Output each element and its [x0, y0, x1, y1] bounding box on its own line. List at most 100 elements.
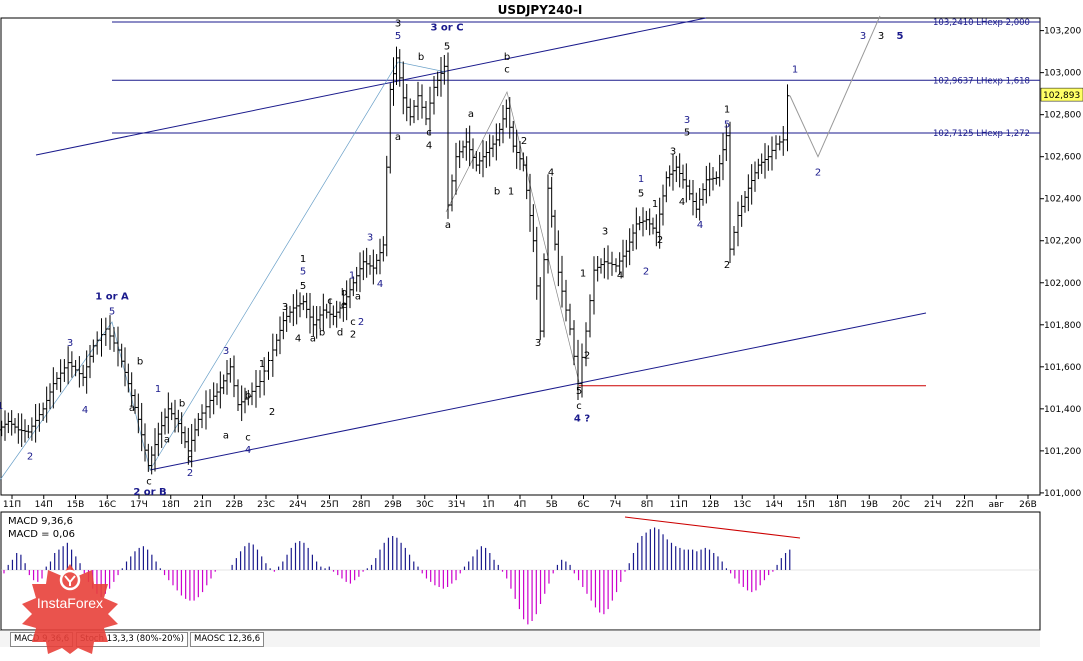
x-tick-label: 30С: [416, 500, 434, 510]
x-tick-label: 6С: [577, 500, 589, 510]
wave-label: 1: [652, 199, 658, 210]
macd-label: MACD 9,36,6: [8, 516, 73, 527]
y-tick-label: 102,000: [1044, 279, 1081, 289]
x-tick-label: 14Ч: [765, 500, 783, 510]
wave-label: 2: [358, 317, 364, 328]
wave-label: b: [137, 357, 143, 368]
wave-label: 5: [444, 42, 450, 53]
y-tick-label: 101,200: [1044, 447, 1081, 457]
wave-label: 2: [584, 350, 590, 361]
wave-label: 4: [697, 220, 703, 231]
wave-label: 5: [395, 31, 401, 42]
wave-label: c: [350, 317, 356, 328]
plot-frame: [0, 17, 1041, 496]
wave-label: 5: [684, 128, 690, 139]
wave-label: 1: [0, 401, 3, 412]
y-tick-label: 102,200: [1044, 237, 1081, 247]
current-price-box: [1040, 87, 1083, 102]
x-tick-label: 31Ч: [448, 500, 466, 510]
wave-label: 1: [792, 65, 798, 76]
wave-label: 3: [602, 226, 608, 237]
wave-label: 2: [350, 329, 356, 340]
wave-label: 4: [82, 405, 88, 416]
wave-label: c: [187, 453, 193, 464]
wave-label: 2: [521, 136, 527, 147]
wave-label: 4 ?: [574, 413, 590, 424]
y-tick-label: 102,600: [1044, 153, 1081, 163]
x-tick-label: 22П: [955, 500, 973, 510]
wave-label: c: [327, 296, 333, 307]
x-tick-label: 15П: [797, 500, 815, 510]
wave-label: 3: [67, 338, 73, 349]
wave-label: 5: [576, 386, 582, 397]
wave-label: 5: [638, 189, 644, 200]
wave-label: 1: [724, 105, 730, 116]
wave-label: b: [179, 399, 185, 410]
wave-label: a: [129, 403, 135, 414]
wave-label: a: [395, 132, 401, 143]
wave-label: 1: [259, 359, 265, 370]
wave-label: 3 or C: [430, 23, 463, 34]
wave-label: 5: [724, 119, 730, 130]
wave-label: 1: [300, 254, 306, 265]
y-tick-label: 103,200: [1044, 27, 1081, 37]
y-tick-label: 102,800: [1044, 111, 1081, 121]
x-tick-label: 20С: [892, 500, 910, 510]
x-tick-label: 4П: [514, 500, 527, 510]
wave-label: a: [355, 292, 361, 303]
x-tick-label: 7Ч: [609, 500, 621, 510]
wave-label: a: [223, 430, 229, 441]
forecast-path: [789, 15, 881, 158]
wave-label: 5: [109, 306, 115, 317]
wave-label: b: [418, 52, 424, 63]
x-tick-label: 12В: [702, 500, 720, 510]
wave-label: b: [319, 327, 325, 338]
wave-label: 3: [535, 338, 541, 349]
wave-label: 3: [670, 147, 676, 158]
indicator-tab-bar: MACD 9,36,6 Stoch 13,3,3 (80%-20%) MAOSC…: [0, 630, 1040, 647]
wave-label: 1: [580, 268, 586, 279]
upper-channel-line: [35, 17, 707, 156]
y-tick-label: 101,000: [1044, 489, 1081, 499]
logo-text: InstaForex: [37, 595, 103, 611]
y-tick-label: 101,600: [1044, 363, 1081, 373]
wave-label: 4: [245, 445, 251, 456]
wave-label: 1: [155, 384, 161, 395]
wave-label: 2: [657, 235, 663, 246]
wave-label: e: [341, 300, 347, 311]
wave-label: 4: [617, 271, 623, 282]
x-tick-label: 17Ч: [130, 500, 148, 510]
wave-label: b: [494, 187, 500, 198]
x-tick-label: 14П: [35, 500, 53, 510]
wave-label: c: [576, 401, 582, 412]
y-tick-label: 103,000: [1044, 69, 1081, 79]
wave-label: 3: [223, 346, 229, 357]
x-tick-label: 18П: [828, 500, 846, 510]
wave-label: d: [337, 327, 343, 338]
y-tick-label: 101,400: [1044, 405, 1081, 415]
wave-label: 2: [724, 260, 730, 271]
wave-label: c: [504, 65, 510, 76]
wave-label: c: [146, 476, 152, 487]
wave-label: 5: [300, 266, 306, 277]
wave-label: 3: [878, 31, 884, 42]
wave-label: 5: [897, 31, 904, 42]
wave-label: 2: [27, 451, 33, 462]
wave-label: 4: [548, 168, 554, 179]
wave-label: 4: [426, 140, 432, 151]
wave-label: 2: [187, 468, 193, 479]
wave-label: b: [341, 287, 347, 298]
x-tick-label: 11П: [3, 500, 21, 510]
x-tick-label: 25П: [320, 500, 338, 510]
x-tick-label: 19В: [860, 500, 878, 510]
fib-level-label: 102,7125 LHexp 1,272: [933, 129, 1030, 139]
x-tick-label: 28П: [352, 500, 370, 510]
wave-label: a: [468, 109, 474, 120]
wave-label: 3: [282, 302, 288, 313]
x-tick-label: 29В: [384, 500, 402, 510]
tab-maosc[interactable]: MAOSC 12,36,6: [190, 632, 265, 647]
x-tick-label: авг: [988, 500, 1004, 510]
x-tick-label: 21Ч: [924, 500, 942, 510]
fib-level-label: 102,9637 LHexp 1,618: [933, 76, 1030, 86]
